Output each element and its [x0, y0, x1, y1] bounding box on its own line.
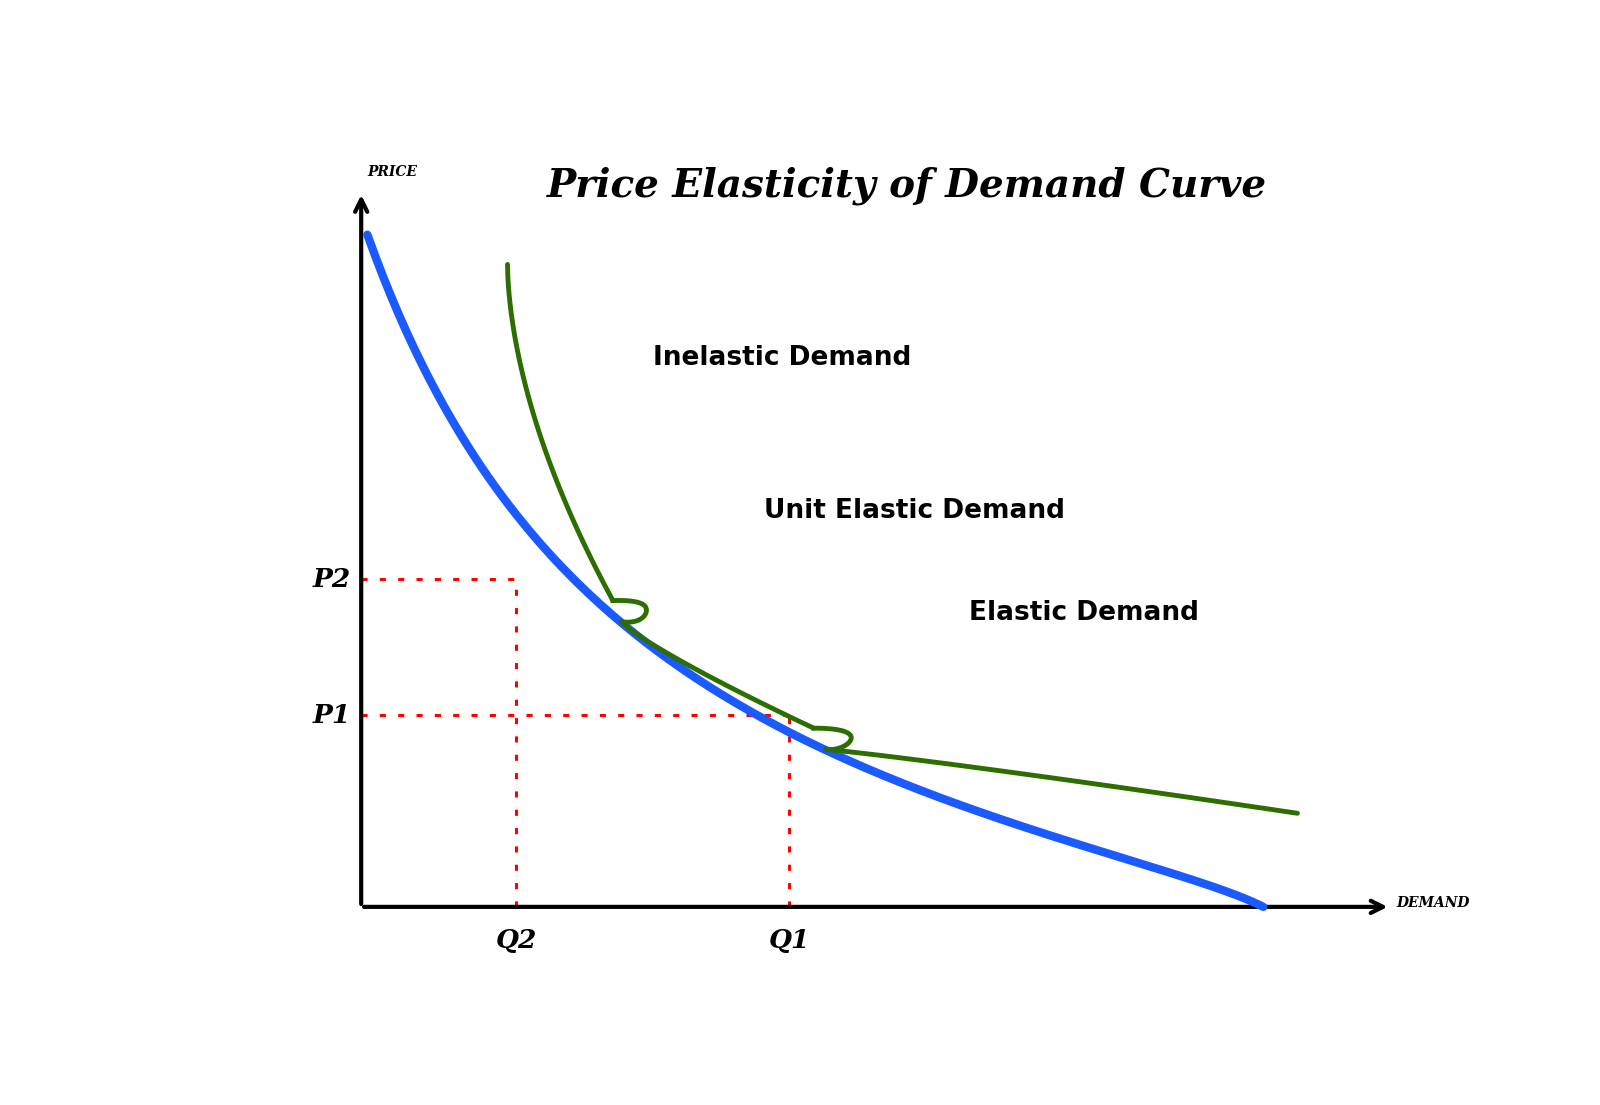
Text: Inelastic Demand: Inelastic Demand [653, 345, 910, 371]
Text: PRICE: PRICE [368, 166, 418, 179]
Text: Unit Elastic Demand: Unit Elastic Demand [765, 498, 1066, 524]
Text: DEMAND: DEMAND [1397, 896, 1470, 909]
Text: P1: P1 [314, 703, 352, 728]
Text: Elastic Demand: Elastic Demand [970, 600, 1198, 627]
Text: Price Elasticity of Demand Curve: Price Elasticity of Demand Curve [547, 167, 1267, 206]
Text: P2: P2 [314, 567, 352, 592]
Text: Q1: Q1 [768, 928, 810, 954]
Text: Q2: Q2 [496, 928, 538, 954]
